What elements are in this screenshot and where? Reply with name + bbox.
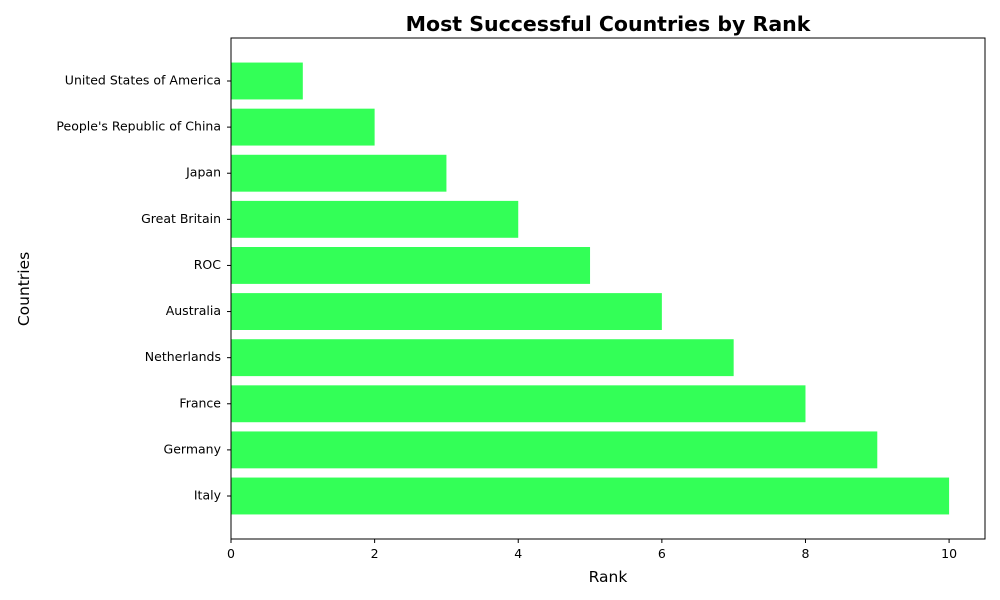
bar: [231, 431, 878, 469]
bars-group: [231, 62, 950, 515]
x-axis-ticks: 0 2 4 6 8 10: [227, 539, 957, 561]
bar: [231, 200, 519, 238]
x-tick-label: 8: [801, 546, 809, 561]
y-tick-label: People's Republic of China: [56, 119, 221, 134]
bar: [231, 477, 950, 515]
y-tick-label: Japan: [185, 165, 221, 180]
plot-frame: [230, 37, 986, 540]
bar: [231, 154, 447, 192]
bar: [231, 108, 375, 146]
y-axis-ticks: United States of America People's Republi…: [56, 73, 231, 503]
y-tick-label: Netherlands: [145, 349, 221, 364]
x-tick-label: 4: [514, 546, 522, 561]
bar: [231, 247, 591, 284]
x-tick-label: 6: [658, 546, 666, 561]
bar: [231, 339, 734, 377]
bar: [231, 385, 806, 423]
x-tick-label: 0: [227, 546, 235, 561]
y-tick-label: Great Britain: [141, 211, 221, 226]
y-tick-label: Germany: [164, 441, 222, 456]
y-tick-label: Italy: [194, 488, 222, 503]
y-axis-label: Countries: [15, 252, 33, 326]
x-tick-label: 10: [941, 546, 957, 561]
y-tick-label: United States of America: [65, 73, 221, 88]
x-tick-label: 2: [371, 546, 379, 561]
y-tick-label: France: [179, 395, 221, 410]
y-tick-label: Australia: [166, 303, 221, 318]
y-tick-label: ROC: [194, 257, 222, 272]
chart-title: Most Successful Countries by Rank: [406, 12, 812, 36]
bar: [231, 293, 662, 330]
x-axis-label: Rank: [589, 568, 628, 586]
bar: [231, 62, 303, 100]
